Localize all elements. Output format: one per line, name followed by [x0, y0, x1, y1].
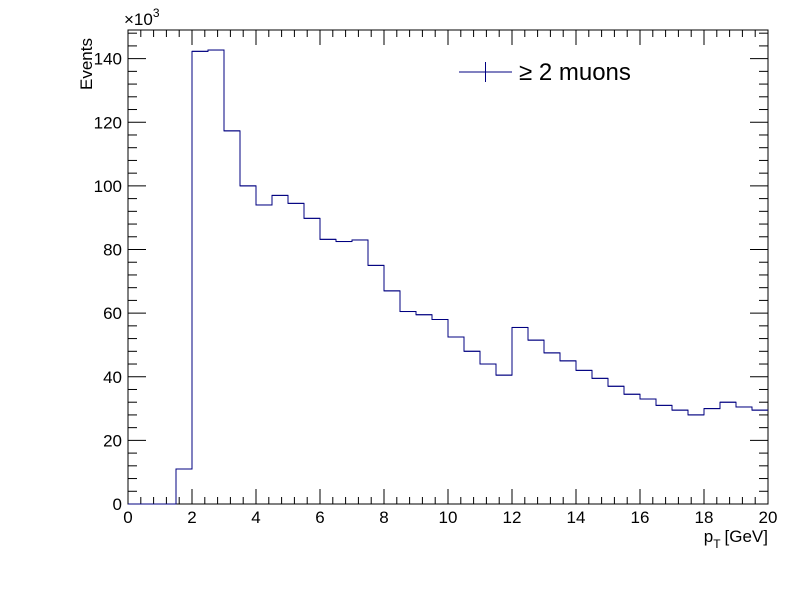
y-tick-label: 120: [94, 113, 122, 132]
x-tick-label: 8: [379, 508, 388, 527]
x-tick-label: 12: [503, 508, 522, 527]
y-tick-label: 140: [94, 50, 122, 69]
histogram-outline: [128, 49, 768, 505]
x-axis-tick-labels: 0 2 4 6 8 10 12 14 16 18 20: [123, 508, 777, 527]
x-tick-label: 18: [695, 508, 714, 527]
x-tick-label: 2: [187, 508, 196, 527]
legend: ≥ 2 muons: [459, 59, 631, 86]
y-axis-tick-labels: 0 20 40 60 80 100 120 140: [94, 50, 122, 514]
x-axis-ticks: [127, 30, 769, 504]
x-tick-label: 20: [759, 508, 778, 527]
x-tick-label: 6: [315, 508, 324, 527]
y-tick-label: 20: [103, 431, 122, 450]
y-exponent-label: ×103: [124, 6, 160, 29]
y-axis-ticks: [128, 32, 768, 505]
y-tick-label: 100: [94, 177, 122, 196]
y-exponent-power: 3: [153, 6, 160, 20]
y-exponent-base: ×10: [124, 10, 153, 29]
y-tick-label: 0: [113, 495, 122, 514]
y-axis-title: Events: [77, 38, 96, 90]
x-tick-label: 10: [439, 508, 458, 527]
y-tick-label: 40: [103, 368, 122, 387]
x-axis-title-main: p: [704, 527, 713, 546]
legend-label: ≥ 2 muons: [519, 59, 631, 86]
x-axis-title-unit: [GeV]: [725, 527, 768, 546]
x-tick-label: 14: [567, 508, 586, 527]
y-tick-label: 80: [103, 241, 122, 260]
x-axis-title: pT [GeV]: [704, 527, 768, 551]
x-tick-label: 4: [251, 508, 260, 527]
y-tick-label: 60: [103, 304, 122, 323]
x-tick-label: 16: [631, 508, 650, 527]
x-tick-label: 0: [123, 508, 132, 527]
x-axis-title-sub: T: [713, 537, 721, 551]
